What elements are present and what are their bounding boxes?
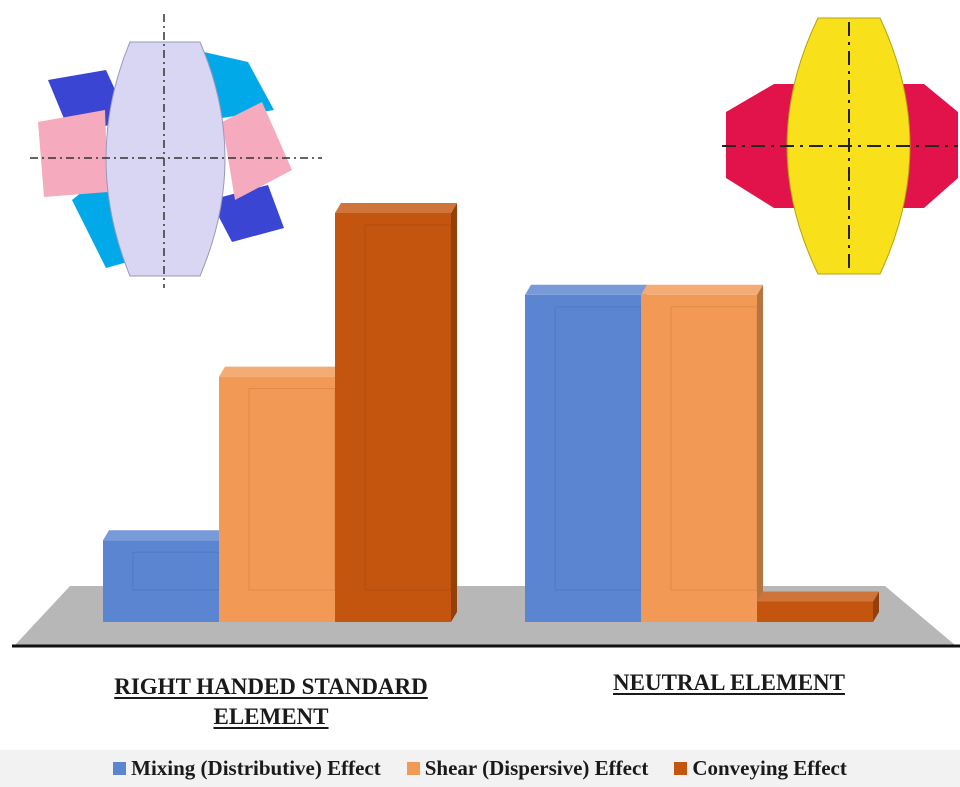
- bar-shear-1: [219, 366, 341, 622]
- bar-top-face: [641, 284, 763, 295]
- category-label-neutral: NEUTRAL ELEMENT: [560, 668, 898, 698]
- category-label-neutral-text: NEUTRAL ELEMENT: [613, 670, 845, 695]
- bar-conveying-2: [757, 591, 879, 622]
- bar-front-face: [525, 294, 641, 622]
- legend-item-shear: Shear (Dispersive) Effect: [406, 756, 649, 781]
- bar-inner-edge: [670, 306, 758, 591]
- legend-swatch-shear: [406, 762, 420, 775]
- bar-front-face: [641, 294, 757, 622]
- category-label-right-handed-line1: RIGHT HANDED STANDARD: [114, 674, 428, 699]
- legend-label-conveying: Conveying Effect: [692, 756, 847, 780]
- bar-mixing-2: [525, 284, 647, 622]
- legend: Mixing (Distributive) Effect Shear (Disp…: [0, 750, 960, 787]
- neutral-kneading-block-icon: [722, 17, 958, 275]
- bar-front-face: [219, 376, 335, 622]
- legend-swatch-mixing: [113, 762, 127, 775]
- bar-front-face: [103, 540, 219, 622]
- bar-side-face: [451, 203, 457, 622]
- bar-inner-edge: [364, 224, 452, 591]
- bar-side-face: [757, 284, 763, 622]
- bar-shear-2: [641, 284, 763, 622]
- bar-top-face: [335, 203, 457, 213]
- bar-top-face: [103, 530, 225, 541]
- bar-side-face: [873, 591, 879, 622]
- bar-top-face: [757, 591, 879, 602]
- bars-group: [103, 203, 879, 622]
- legend-swatch-conveying: [674, 762, 688, 775]
- legend-label-mixing: Mixing (Distributive) Effect: [131, 756, 381, 780]
- legend-item-conveying: Conveying Effect: [674, 756, 847, 781]
- legend-label-shear: Shear (Dispersive) Effect: [424, 756, 649, 780]
- bar-top-face: [219, 366, 341, 377]
- legend-item-mixing: Mixing (Distributive) Effect: [113, 756, 381, 781]
- bar-conveying-1: [335, 203, 457, 622]
- bar-front-face: [335, 213, 451, 622]
- bar-mixing-1: [103, 530, 225, 622]
- right-handed-kneading-block-icon: [30, 14, 322, 288]
- bar-front-face: [757, 601, 873, 622]
- category-label-right-handed-line2: ELEMENT: [213, 704, 329, 729]
- category-label-right-handed: RIGHT HANDED STANDARD ELEMENT: [62, 672, 480, 732]
- bar-top-face: [525, 284, 647, 295]
